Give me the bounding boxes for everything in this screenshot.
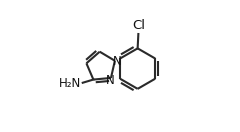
Text: N: N bbox=[106, 74, 115, 87]
Text: H₂N: H₂N bbox=[59, 77, 81, 90]
Text: N: N bbox=[113, 55, 122, 68]
Text: Cl: Cl bbox=[132, 19, 145, 32]
